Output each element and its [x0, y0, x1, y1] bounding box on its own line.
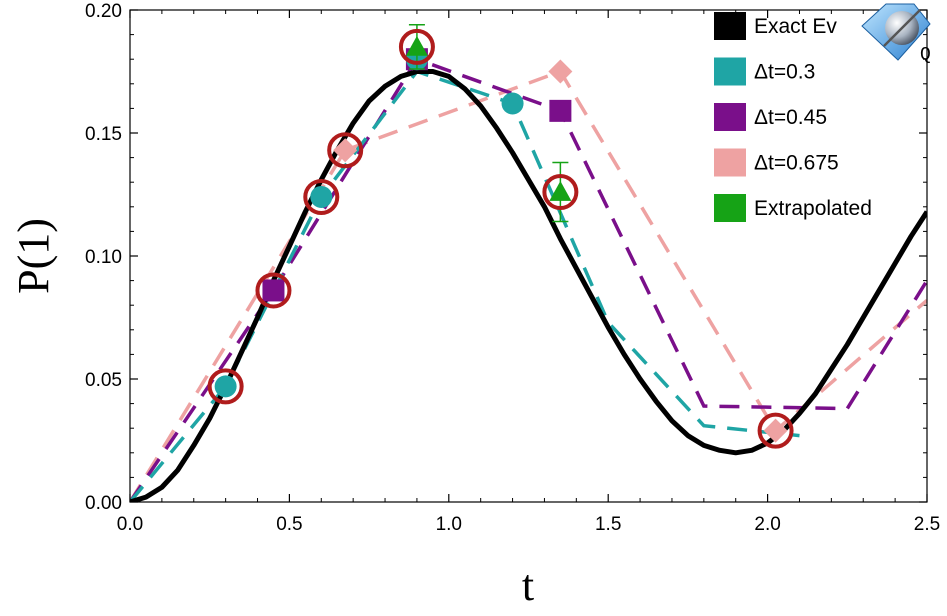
y-axis-label: P(1) — [9, 218, 58, 294]
x-tick-label: 1.0 — [436, 514, 462, 535]
x-tick-label: 1.5 — [595, 514, 621, 535]
legend-swatch — [714, 103, 746, 131]
highlight-circle — [303, 178, 340, 215]
highlight-circle — [255, 272, 292, 309]
y-tick-label: 0.20 — [85, 1, 122, 22]
legend-label: Δt=0.45 — [754, 106, 827, 129]
axis-tick-labels: 0.0 0.5 1.0 1.5 2.0 2.5 0.00 0.05 0.10 0.15 0.20 — [85, 1, 940, 535]
series-dt0675-point — [763, 418, 788, 443]
y-tick-label: 0.05 — [85, 370, 122, 391]
series-dt045-point — [549, 99, 572, 122]
series-dt0675-point — [333, 138, 358, 163]
plot-area — [130, 24, 927, 502]
legend-swatch — [714, 12, 746, 40]
series-dt045-point — [262, 279, 285, 302]
x-tick-label: 2.5 — [914, 514, 940, 535]
legend-swatch — [714, 194, 746, 222]
logo-text: Q — [920, 45, 931, 65]
highlight-circle — [207, 368, 244, 405]
series-dt03-point — [501, 92, 524, 115]
legend-label: Exact Ev — [754, 15, 837, 38]
series-extrapolated-point — [549, 181, 572, 201]
q-sphere-logo-icon: Q — [861, 3, 931, 65]
logo-needle — [883, 9, 921, 47]
legend-label: Extrapolated — [754, 197, 872, 220]
series-dt03-point — [310, 185, 333, 208]
legend-label: Δt=0.3 — [754, 61, 815, 84]
legend-label: Δt=0.675 — [754, 152, 839, 175]
series-dt03-line — [130, 69, 800, 502]
y-tick-label: 0.00 — [85, 493, 122, 514]
plot-frame — [129, 9, 928, 503]
axis-ticks — [129, 9, 928, 503]
x-tick-label: 0.5 — [276, 514, 302, 535]
x-tick-label: 2.0 — [754, 514, 780, 535]
highlight-circle — [398, 28, 435, 65]
highlight-circle — [757, 412, 794, 449]
y-tick-label: 0.10 — [85, 247, 122, 268]
x-axis-label: t — [522, 561, 534, 610]
highlight-circle — [327, 132, 364, 169]
legend-swatch — [714, 148, 746, 177]
series-exact-line — [130, 69, 927, 502]
legend-swatch — [714, 57, 746, 86]
series-dt03-point — [214, 375, 237, 398]
y-tick-label: 0.15 — [85, 124, 122, 145]
x-tick-label: 0.0 — [117, 514, 143, 535]
legend: Exact Ev Δt=0.3 Δt=0.45 Δt=0.675 Extrapolate… — [714, 12, 872, 222]
highlight-circle — [542, 174, 579, 211]
series-dt0675-point — [548, 59, 573, 84]
series-extrapolated-point — [405, 35, 428, 56]
